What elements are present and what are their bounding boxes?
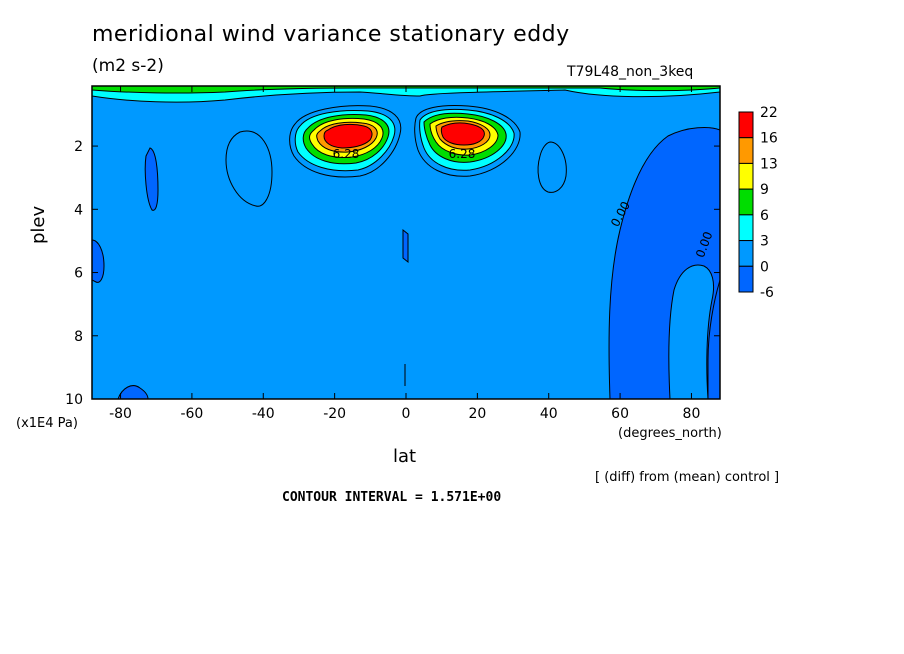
- x-tick-label: 80: [683, 406, 701, 422]
- colorbar-label: 16: [760, 131, 778, 147]
- x-axis-label: lat: [393, 446, 417, 467]
- southern-maximum-lobe: [289, 105, 402, 178]
- y-tick-label: 2: [74, 139, 83, 155]
- contour-southern-midlat-low: [144, 147, 159, 211]
- colorbar-swatch: [738, 111, 754, 139]
- x-axis-units: (degrees_north): [618, 426, 722, 441]
- x-tick-label: -40: [252, 406, 275, 422]
- contour-southern-surface-low: [117, 385, 149, 399]
- chart-title: meridional wind variance stationary eddy: [92, 22, 570, 47]
- x-tick-label: -80: [109, 406, 132, 422]
- contour-northern-high-lat-inner: [668, 264, 715, 399]
- contour-label: 6.28: [449, 147, 476, 161]
- x-ticks: -80 -60 -40 -20 0 20 40 60 80: [109, 86, 700, 422]
- chart-units: (m2 s-2): [92, 56, 164, 76]
- contour-line-north: [537, 141, 567, 193]
- diff-note: [ (diff) from (mean) control ]: [595, 470, 780, 485]
- colorbar-swatch: [738, 240, 754, 267]
- contour-southern-polar-low: [92, 239, 105, 283]
- contour-label: 6.28: [333, 147, 360, 161]
- colorbar-swatch: [738, 214, 754, 242]
- colorbar-label: 13: [760, 156, 778, 172]
- x-tick-label: 60: [611, 406, 629, 422]
- x-tick-label: 20: [468, 406, 486, 422]
- contour-equator-low: [402, 228, 409, 264]
- colorbar-swatch: [738, 137, 754, 164]
- y-tick-label: 4: [74, 202, 83, 218]
- colorbar-label: 0: [760, 259, 769, 275]
- y-tick-label: 6: [74, 266, 83, 282]
- y-tick-label: 8: [74, 329, 83, 345]
- colorbar-label: 3: [760, 234, 769, 250]
- colorbar-swatch: [738, 162, 754, 190]
- colorbar-swatch: [738, 188, 754, 216]
- x-tick-label: 0: [402, 406, 411, 422]
- y-axis-units: (x1E4 Pa): [16, 416, 78, 431]
- colorbar: 22 16 13 9 6 3 0 -6: [738, 105, 778, 301]
- northern-maximum-lobe: [414, 105, 521, 177]
- y-ticks: 2 4 6 8 10: [65, 139, 720, 408]
- contour-interval: CONTOUR INTERVAL = 1.571E+00: [282, 490, 502, 505]
- x-tick-label: 40: [540, 406, 558, 422]
- colorbar-swatch: [738, 265, 754, 293]
- colorbar-label: 6: [760, 208, 769, 224]
- run-name: T79L48_non_3keq: [567, 64, 694, 80]
- y-tick-label: 10: [65, 392, 83, 408]
- colorbar-label: 9: [760, 182, 769, 198]
- x-tick-label: -60: [180, 406, 203, 422]
- contour-line-south: [225, 130, 273, 207]
- colorbar-label: 22: [760, 105, 778, 121]
- contour-top-band-inner: [92, 86, 720, 94]
- colorbar-label: -6: [760, 285, 774, 301]
- contour-northern-polar-low: [707, 279, 720, 399]
- x-tick-label: -20: [323, 406, 346, 422]
